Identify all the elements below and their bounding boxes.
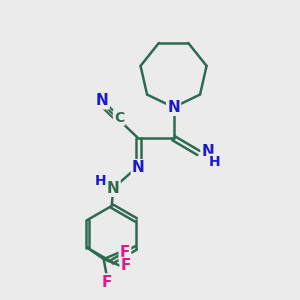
Text: N: N xyxy=(96,93,109,108)
Text: H: H xyxy=(95,174,106,188)
Text: H: H xyxy=(209,155,220,169)
Text: N: N xyxy=(107,181,120,196)
Text: C: C xyxy=(114,111,124,124)
Text: F: F xyxy=(120,245,130,260)
Text: F: F xyxy=(101,274,112,290)
Text: N: N xyxy=(167,100,180,115)
Text: N: N xyxy=(132,160,145,175)
Text: N: N xyxy=(202,144,214,159)
Text: F: F xyxy=(121,258,131,273)
